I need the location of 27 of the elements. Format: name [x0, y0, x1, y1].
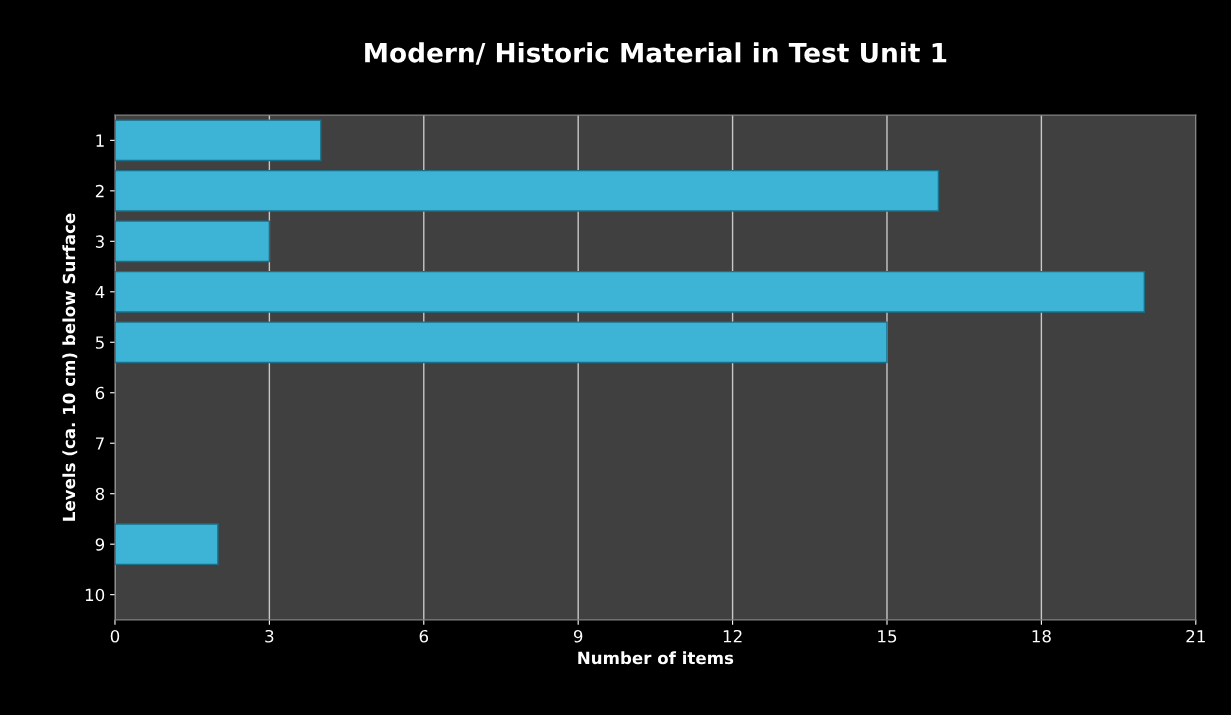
bar [114, 270, 1146, 313]
bar [114, 119, 322, 162]
bar [114, 523, 219, 566]
y-tick-label: 8 [95, 487, 105, 501]
x-axis-title: Number of items [578, 651, 734, 665]
x-tick-label: 21 [1186, 629, 1205, 643]
bar [114, 220, 271, 263]
y-tick-label: 6 [95, 386, 105, 400]
y-tick-label: 9 [95, 538, 105, 551]
chart-title: Modern/ Historic Material in Test Unit 1 [365, 42, 947, 65]
y-tick-label: 1 [96, 134, 104, 147]
y-tick-label: 2 [95, 184, 104, 198]
y-tick-label: 3 [95, 235, 104, 248]
x-tick-label: 9 [573, 629, 583, 643]
x-tick-label: 3 [265, 629, 274, 643]
bar [114, 321, 888, 364]
y-axis-title: Levels (ca. 10 cm) below Surface [62, 213, 78, 521]
y-tick-label: 7 [96, 437, 104, 450]
y-tick-label: 4 [95, 285, 105, 299]
x-tick-label: 15 [878, 630, 897, 643]
y-tick-label: 5 [95, 336, 104, 349]
y-tick-label: 10 [85, 588, 105, 602]
x-tick-label: 12 [723, 629, 742, 643]
x-tick-label: 0 [110, 629, 120, 643]
x-tick-label: 18 [1032, 629, 1051, 643]
bar [114, 169, 940, 212]
x-tick-label: 6 [419, 629, 429, 643]
